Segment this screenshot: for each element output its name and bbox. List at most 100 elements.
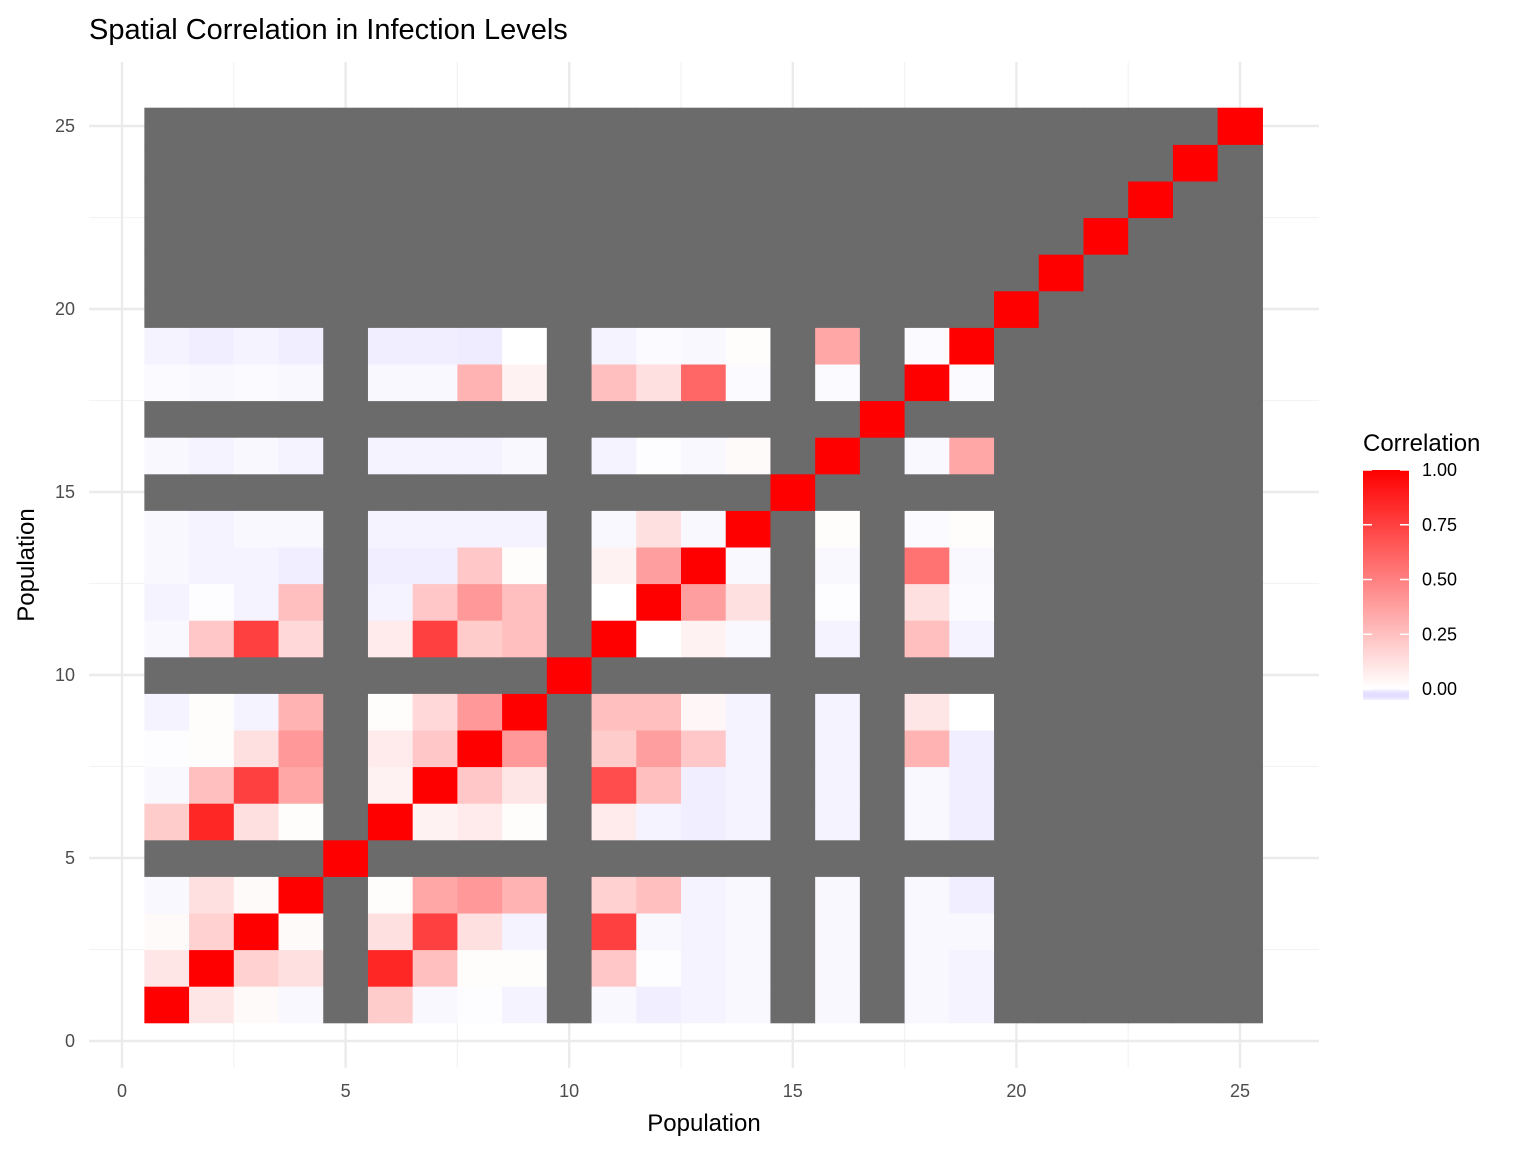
heatmap-cell: [725, 400, 772, 438]
heatmap-cell: [1083, 180, 1129, 219]
heatmap-cell: [457, 876, 503, 914]
heatmap-cell: [412, 180, 458, 219]
heatmap-cell: [725, 912, 772, 951]
heatmap-cell: [681, 290, 727, 328]
heatmap-cell: [144, 254, 190, 292]
heatmap-cell: [144, 620, 190, 658]
heatmap-cell: [994, 546, 1040, 585]
heatmap-cell: [636, 583, 682, 621]
heatmap-cell: [1083, 766, 1129, 804]
heatmap-cell: [502, 290, 548, 328]
heatmap-cell: [1038, 180, 1085, 219]
heatmap-cell: [412, 620, 458, 658]
heatmap-cell: [770, 656, 816, 694]
heatmap-cell: [367, 546, 414, 585]
heatmap-cell: [1128, 107, 1174, 145]
heatmap-cell: [1083, 839, 1129, 877]
heatmap-cell: [144, 803, 190, 841]
heatmap-cell: [233, 400, 280, 438]
heatmap-cell: [725, 656, 772, 694]
heatmap-cell: [770, 473, 816, 511]
heatmap-cell: [859, 729, 906, 768]
heatmap-cell: [323, 546, 369, 585]
heatmap-cell: [278, 107, 324, 145]
heatmap-cell: [681, 949, 727, 987]
heatmap-cell: [1038, 363, 1085, 402]
heatmap-cell: [636, 217, 682, 255]
heatmap-cell: [412, 327, 458, 365]
heatmap-cell: [591, 876, 637, 914]
heatmap-cell: [815, 290, 861, 328]
heatmap-cell: [412, 217, 458, 255]
heatmap-cell: [1128, 620, 1174, 658]
heatmap-cell: [233, 766, 280, 804]
heatmap-cell: [144, 437, 190, 475]
heatmap-cell: [412, 583, 458, 621]
heatmap-cell: [502, 620, 548, 658]
heatmap-cell: [949, 144, 995, 182]
heatmap-cell: [725, 217, 772, 255]
heatmap-cells: [144, 107, 1263, 1024]
heatmap-cell: [323, 583, 369, 621]
heatmap-cell: [278, 839, 324, 877]
heatmap-cell: [1128, 217, 1174, 255]
legend-title: Correlation: [1363, 430, 1480, 457]
heatmap-cell: [949, 290, 995, 328]
heatmap-cell: [636, 144, 682, 182]
y-tick-label: 0: [65, 1031, 75, 1051]
heatmap-cell: [278, 144, 324, 182]
heatmap-cell: [323, 729, 369, 768]
heatmap-cell: [233, 473, 280, 511]
legend-colorbar: [1363, 470, 1409, 700]
heatmap-cell: [904, 546, 950, 585]
heatmap-cell: [278, 510, 324, 548]
heatmap-cell: [457, 546, 503, 585]
heatmap-cell: [591, 656, 637, 694]
heatmap-cell: [412, 729, 458, 768]
heatmap-cell: [591, 620, 637, 658]
heatmap-cell: [681, 839, 727, 877]
heatmap-cell: [367, 363, 414, 402]
heatmap-cell: [815, 656, 861, 694]
heatmap-cell: [1172, 656, 1219, 694]
heatmap-cell: [859, 217, 906, 255]
heatmap-cell: [457, 400, 503, 438]
heatmap-cell: [770, 693, 816, 731]
legend-tick-label: 0.50: [1422, 570, 1457, 590]
heatmap-cell: [949, 656, 995, 694]
heatmap-cell: [815, 180, 861, 219]
heatmap-cell: [412, 546, 458, 585]
heatmap-cell: [725, 546, 772, 585]
heatmap-cell: [949, 107, 995, 145]
heatmap-cell: [1172, 180, 1219, 219]
heatmap-cell: [144, 546, 190, 585]
heatmap-cell: [725, 473, 772, 511]
heatmap-cell: [412, 839, 458, 877]
heatmap-cell: [949, 876, 995, 914]
heatmap-cell: [1217, 803, 1263, 841]
heatmap-cell: [367, 144, 414, 182]
heatmap-cell: [233, 217, 280, 255]
heatmap-cell: [367, 876, 414, 914]
heatmap-cell: [323, 254, 369, 292]
heatmap-cell: [859, 656, 906, 694]
heatmap-cell: [1038, 803, 1085, 841]
heatmap-cell: [233, 107, 280, 145]
heatmap-cell: [591, 290, 637, 328]
heatmap-cell: [636, 180, 682, 219]
heatmap-cell: [278, 583, 324, 621]
heatmap-cell: [1217, 656, 1263, 694]
heatmap-cell: [1217, 510, 1263, 548]
heatmap-cell: [502, 986, 548, 1024]
legend-tick-label: 0.00: [1422, 679, 1457, 699]
heatmap-cell: [323, 986, 369, 1024]
heatmap-cell: [636, 766, 682, 804]
heatmap-cell: [770, 729, 816, 768]
heatmap-cell: [815, 107, 861, 145]
heatmap-cell: [1038, 656, 1085, 694]
heatmap-cell: [323, 949, 369, 987]
heatmap-cell: [233, 254, 280, 292]
heatmap-cell: [189, 254, 235, 292]
heatmap-cell: [189, 327, 235, 365]
y-tick-label: 5: [65, 848, 75, 868]
